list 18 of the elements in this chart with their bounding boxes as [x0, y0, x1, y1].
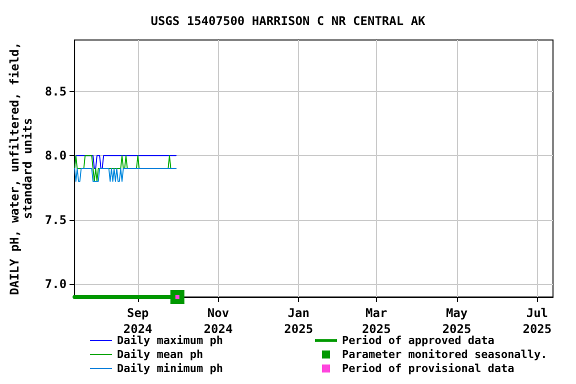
legend-label: Daily minimum ph	[117, 362, 223, 375]
x-tick-label: Nov 2024	[204, 306, 233, 336]
x-tick-label: Mar 2025	[362, 306, 391, 336]
x-tick-label: Jul 2025	[522, 306, 552, 336]
chart-title: USGS 15407500 HARRISON C NR CENTRAL AK	[150, 14, 426, 28]
x-tick-label: Jan 2025	[284, 306, 314, 336]
legend-label: Parameter monitored seasonally.	[342, 348, 548, 361]
y-tick-label: 7.0	[44, 277, 67, 292]
legend-label: Daily maximum ph	[117, 334, 223, 347]
legend-label: Period of provisional data	[342, 362, 514, 375]
y-tick-label: 7.5	[44, 212, 67, 227]
x-tick-label: Sep 2024	[123, 306, 152, 336]
legend-label: Daily mean ph	[117, 348, 204, 361]
y-tick-label: 8.5	[44, 84, 67, 98]
y-axis-title: DAILY pH, water, unfiltered, field, standard units	[8, 42, 34, 295]
legend-label: Period of approved data	[342, 334, 494, 347]
x-tick-label: May 2025	[442, 306, 472, 336]
y-tick-label: 8.0	[44, 148, 67, 163]
